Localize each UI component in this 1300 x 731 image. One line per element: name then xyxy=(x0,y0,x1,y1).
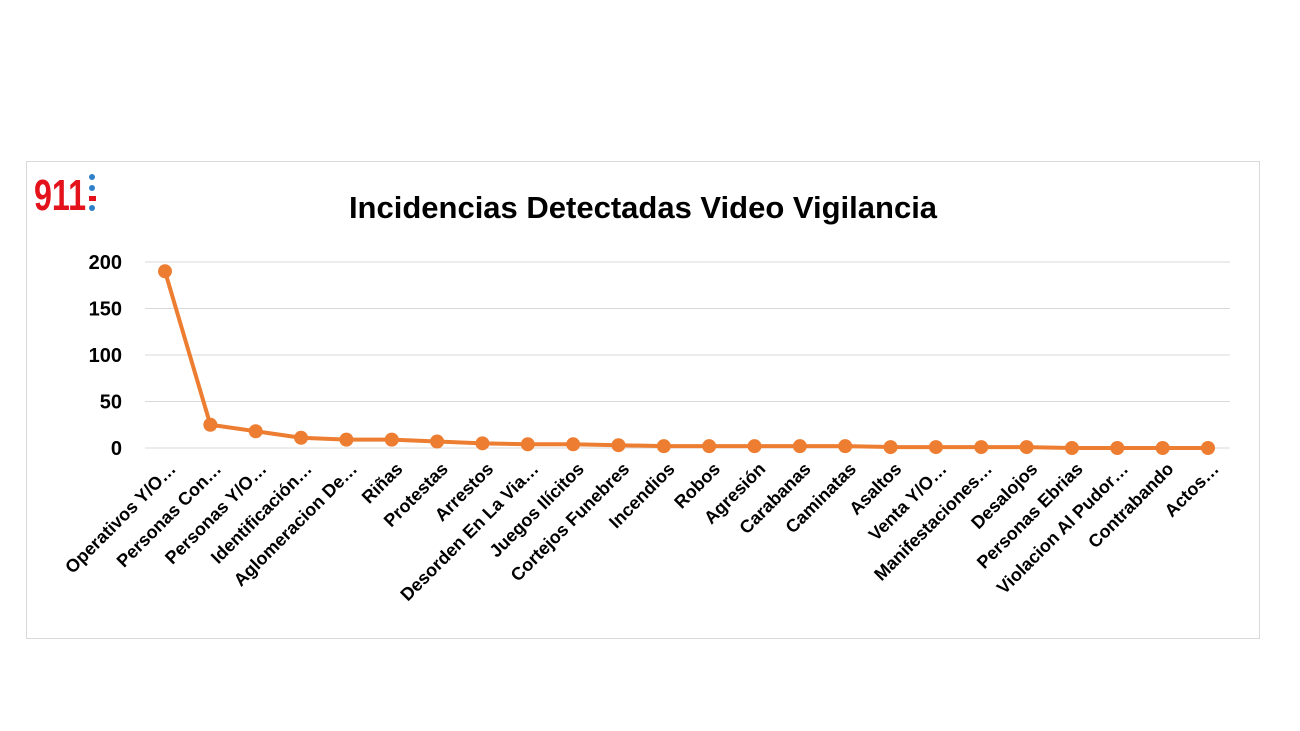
logo-911: 911 xyxy=(34,171,96,216)
logo-accent-mark xyxy=(89,196,96,201)
y-tick-label: 100 xyxy=(89,345,122,367)
y-tick-label: 200 xyxy=(89,252,122,274)
logo-text: 911 xyxy=(34,171,86,216)
logo-accent-dot-mid xyxy=(89,185,95,191)
data-point xyxy=(747,439,762,454)
data-point xyxy=(838,439,853,454)
data-point xyxy=(158,264,172,279)
data-point xyxy=(1110,441,1125,455)
data-point xyxy=(566,437,581,452)
data-point xyxy=(611,438,626,453)
data-point xyxy=(339,432,354,447)
data-point xyxy=(203,417,218,432)
data-point xyxy=(883,440,898,455)
data-point xyxy=(702,439,717,454)
series-line xyxy=(163,269,1210,450)
data-point xyxy=(1019,440,1034,455)
data-point xyxy=(928,440,943,455)
data-point xyxy=(248,424,263,439)
logo-accent-dot-bottom xyxy=(89,205,95,211)
data-point xyxy=(974,440,989,455)
data-point xyxy=(520,437,535,452)
chart-title: Incidencias Detectadas Video Vigilancia xyxy=(349,190,938,225)
y-tick-label: 150 xyxy=(89,299,122,321)
data-point xyxy=(656,439,671,454)
data-point xyxy=(1201,441,1215,455)
data-point xyxy=(430,434,445,449)
data-point xyxy=(1064,441,1079,455)
chart-frame xyxy=(26,161,1260,639)
data-point xyxy=(294,430,309,445)
data-point xyxy=(792,439,807,454)
logo-accent-dot-top xyxy=(89,174,95,180)
data-point xyxy=(1155,441,1170,455)
y-tick-label: 0 xyxy=(111,438,122,460)
data-point xyxy=(475,436,490,451)
data-point xyxy=(384,432,399,447)
y-tick-label: 50 xyxy=(100,392,122,414)
